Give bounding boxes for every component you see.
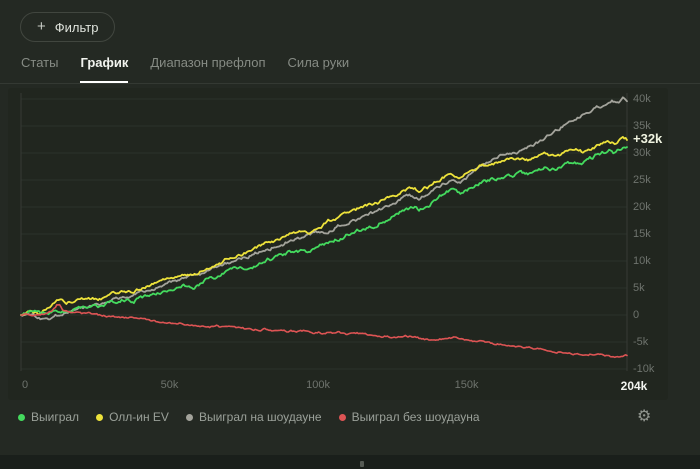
tab-bar: Статы График Диапазон префлоп Сила руки xyxy=(0,52,700,84)
resize-handle[interactable] xyxy=(360,461,364,467)
winnings-chart[interactable] xyxy=(8,88,668,400)
x-tick-label: 0 xyxy=(21,379,29,391)
bottom-strip xyxy=(0,455,700,469)
current-value-badge: +32k xyxy=(633,131,663,147)
filter-button-label: Фильтр xyxy=(54,19,99,35)
series-line-1 xyxy=(20,96,628,321)
y-tick-label: 15k xyxy=(633,228,651,240)
x-tick-label: 204k xyxy=(620,379,648,393)
legend-item[interactable]: Олл-ин EV xyxy=(96,410,169,424)
legend-label: Выиграл xyxy=(31,410,80,424)
series-line-3 xyxy=(20,146,628,316)
legend-item[interactable]: Выиграл xyxy=(18,410,79,424)
plus-icon: + xyxy=(37,18,46,35)
y-tick-label: -10k xyxy=(633,363,655,375)
legend-item[interactable]: Выиграл без шоудауна xyxy=(338,410,480,424)
y-tick-label: 25k xyxy=(633,174,651,186)
legend-dot-icon xyxy=(18,413,25,421)
filter-button[interactable]: + Фильтр xyxy=(20,12,116,42)
y-tick-label: 30k xyxy=(633,147,651,159)
y-tick-label: 20k xyxy=(633,201,651,213)
legend-item[interactable]: Выиграл на шоудауне xyxy=(185,410,322,424)
legend-label: Олл-ин EV xyxy=(109,410,169,424)
tab-stats[interactable]: Статы xyxy=(21,55,59,70)
legend-label: Выиграл без шоудауна xyxy=(351,410,480,424)
tab-preflop-range[interactable]: Диапазон префлоп xyxy=(150,55,266,70)
y-tick-label: 35k xyxy=(633,120,651,132)
series-line-2 xyxy=(20,136,628,316)
legend-dot-icon xyxy=(96,413,104,421)
y-tick-label: 0 xyxy=(633,309,640,321)
x-tick-label: 150k xyxy=(454,379,479,391)
x-tick-label: 100k xyxy=(306,379,330,391)
tab-hand-strength[interactable]: Сила руки xyxy=(287,55,350,70)
tab-graph[interactable]: График xyxy=(80,52,128,83)
x-tick-label: 50k xyxy=(160,379,179,391)
y-tick-label: 10k xyxy=(633,255,651,267)
legend-dot-icon xyxy=(338,413,346,421)
chart-panel: 40k 35k 30k 25k 20k 15k 10k 5k 0 -5k -10k 0 50k 100k… xyxy=(8,88,668,400)
y-tick-label: -5k xyxy=(633,336,649,348)
legend-dot-icon xyxy=(185,413,193,421)
gridlines xyxy=(20,93,628,371)
y-tick-label: 40k xyxy=(633,93,651,105)
legend-label: Выиграл на шоудауне xyxy=(198,410,322,424)
settings-gear-icon[interactable]: ⚙ xyxy=(637,406,652,425)
chart-legend: Выиграл Олл-ин EV Выиграл на шоудауне Выигр… xyxy=(18,410,480,424)
y-tick-label: 5k xyxy=(633,282,645,294)
series-line-4 xyxy=(20,303,628,359)
